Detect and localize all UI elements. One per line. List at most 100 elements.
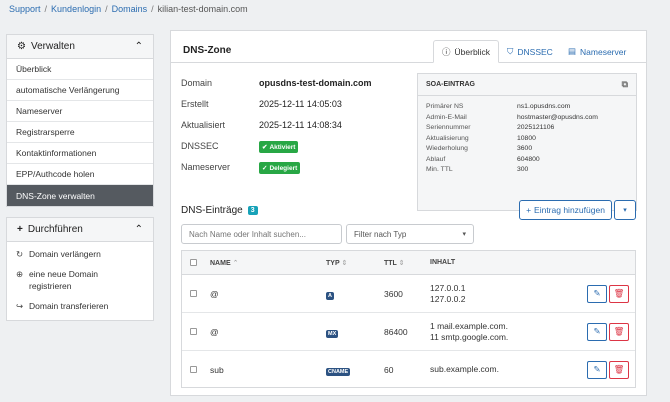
dns-records-title: DNS-Einträge [181,205,243,216]
record-ttl: 3600 [384,288,403,299]
soa-value: 10800 [517,134,536,142]
row-checkbox[interactable] [190,328,197,335]
actions-panel-header[interactable]: + Durchführen ⌃ [7,218,153,242]
chevron-up-icon[interactable]: ⌃ [134,224,143,235]
action-transfer-domain[interactable]: ↪ Domain transferieren [7,296,153,316]
record-content-line: sub.example.com. [430,364,499,374]
row-checkbox[interactable] [190,290,197,297]
soa-value: ns1.opusdns.com [517,103,571,110]
plus-icon: + [17,224,23,235]
sidebar-item-auto-renew[interactable]: automatische Verlängerung [7,80,153,101]
add-record-dropdown-toggle[interactable]: ▾ [614,200,636,220]
record-search-input[interactable] [181,224,342,244]
pencil-icon: ✎ [593,326,601,336]
sidebar-item-epp-authcode[interactable]: EPP/Authcode holen [7,164,153,185]
pencil-icon: ✎ [593,288,601,298]
delete-record-button[interactable]: 🗑 [609,284,629,303]
record-name: @ [210,288,219,299]
trash-icon: 🗑 [613,364,625,374]
sort-icon: ⇕ [398,259,405,267]
record-name: @ [210,326,219,337]
soa-row: Primärer NS ns1.opusdns.com [418,103,636,114]
record-content-line: 11 smtp.google.com. [430,331,509,342]
breadcrumb-kundenlogin[interactable]: Kundenlogin [51,4,102,14]
soa-key: Min. TTL [426,166,453,173]
record-content: 1 mail.example.com. 11 smtp.google.com. [430,321,587,343]
action-label: Domain transferieren [29,301,109,311]
actions-panel-title: Durchführen [27,224,83,235]
record-type-badge: MX [326,329,339,338]
soa-key: Ablauf [426,155,446,163]
domain-value: opusdns-test-domain.com [259,78,372,88]
row-checkbox[interactable] [190,366,197,373]
info-label: Nameserver [181,162,231,172]
soa-row: Aktualisierung 10800 [418,135,636,146]
soa-value: 604800 [517,155,540,163]
info-label: Domain [181,78,213,88]
breadcrumb-separator: / [44,4,48,14]
tab-dnssec[interactable]: ⛉ DNSSEC [499,40,561,63]
chevron-up-icon[interactable]: ⌃ [134,41,143,52]
column-header-ttl[interactable]: TTL ⇕ [384,259,430,267]
breadcrumb: Support / Kundenlogin / Domains / kilian-test-… [9,4,248,14]
action-label: eine neue Domain registrieren [29,269,98,291]
edit-record-button[interactable]: ✎ [587,322,607,341]
soa-row: Ablauf 604800 [418,156,636,167]
soa-header: SOA-EINTRAG ⧉ [418,74,636,96]
nameserver-status-badge: ✓ Delegiert [259,162,301,174]
caret-down-icon: ▾ [462,231,466,238]
info-label: Aktualisiert [181,120,226,130]
type-filter-select[interactable]: Filter nach Typ ▾ [346,224,474,244]
column-label: INHALT [430,259,456,266]
sidebar-item-registrar-lock[interactable]: Registrarsperre [7,122,153,143]
refresh-icon: ↻ [16,249,24,259]
record-content-line: 1 mail.example.com. [430,320,508,331]
soa-row: Wiederholung 3600 [418,145,636,156]
info-label: DNSSEC [181,141,219,151]
delete-record-button[interactable]: 🗑 [609,322,629,341]
breadcrumb-domains[interactable]: Domains [111,4,148,14]
record-content-line: 127.0.0.2 [430,293,466,304]
edit-record-button[interactable]: ✎ [587,284,607,303]
sidebar-item-overview[interactable]: Überblick [7,59,153,80]
soa-key: Seriennummer [426,124,471,131]
tab-overview[interactable]: ⓘ Überblick [433,40,499,63]
sidebar-item-nameserver[interactable]: Nameserver [7,101,153,122]
select-all-checkbox[interactable] [190,259,197,266]
info-domain: Domain opusdns-test-domain.com [181,78,372,88]
action-register-domain[interactable]: ⊕ eine neue Domain registrieren [7,264,153,296]
add-record-button[interactable]: + Eintrag hinzufügen [519,200,612,220]
column-label: TYP [326,259,340,267]
tab-label: Überblick [454,46,490,57]
sidebar-item-dns-zone[interactable]: DNS-Zone verwalten [7,185,153,206]
actions-panel: + Durchführen ⌃ ↻ Domain verlängern ⊕ eine … [6,217,154,321]
record-name: sub [210,364,224,375]
copy-icon[interactable]: ⧉ [621,79,628,89]
dnssec-status-badge: ✔ Aktiviert [259,141,299,153]
action-label: Domain verlängern [29,249,101,259]
record-type-badge: CNAME [326,367,351,376]
column-header-type[interactable]: TYP ⇕ [326,259,384,267]
record-type-badge: A [326,291,334,300]
action-renew-domain[interactable]: ↻ Domain verlängern [7,244,153,264]
breadcrumb-support[interactable]: Support [9,4,41,14]
trash-icon: 🗑 [613,288,625,298]
table-row: @ MX 86400 1 mail.example.com. 11 smtp.googl… [182,313,635,351]
record-content: sub.example.com. [430,364,587,375]
delete-record-button[interactable]: 🗑 [609,360,629,379]
badge-label: Aktiviert [269,143,296,151]
tab-nameserver[interactable]: ▤ Nameserver [560,40,634,63]
info-label: Erstellt [181,99,209,109]
soa-value: 3600 [517,145,533,152]
record-content-line: 127.0.0.1 [430,282,466,293]
share-icon: ↪ [16,301,24,311]
panel-title: DNS-Zone [183,45,232,56]
column-header-name[interactable]: NAME ⌃ [210,259,326,267]
sidebar-item-contact-info[interactable]: Kontaktinformationen [7,143,153,164]
shield-icon: ⛉ [507,46,514,56]
manage-panel-header[interactable]: ⚙ Verwalten ⌃ [7,35,153,59]
shield-check-icon: ✔ [262,144,268,151]
soa-row: Seriennummer 2025121106 [418,124,636,135]
created-value: 2025-12-11 14:05:03 [259,99,342,109]
edit-record-button[interactable]: ✎ [587,360,607,379]
